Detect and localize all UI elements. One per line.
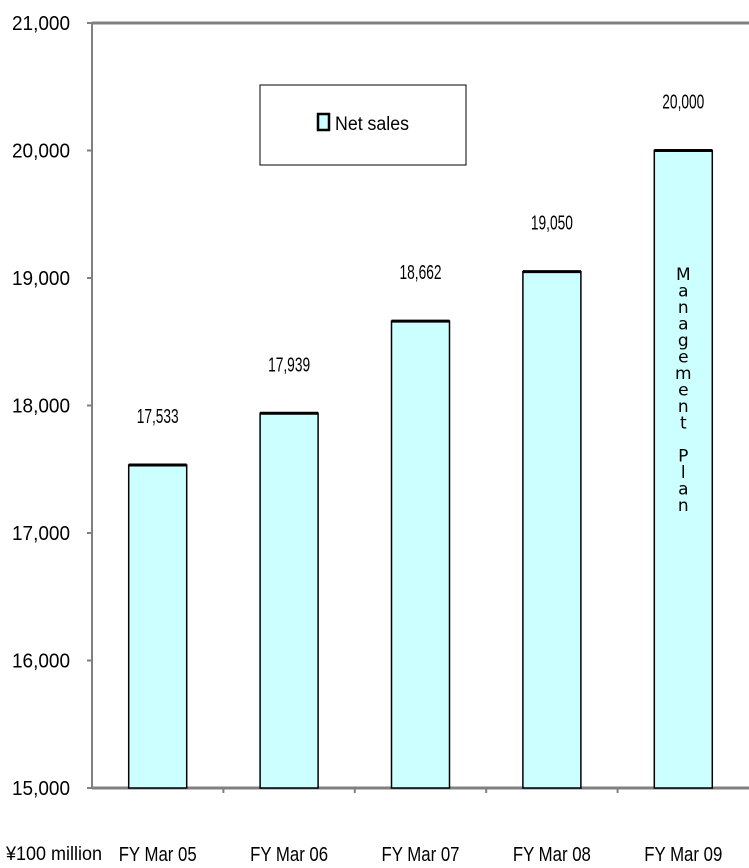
annotation-char: e [678, 348, 688, 368]
bar-fy-mar-06 [259, 412, 319, 789]
y-tick-label: 16,000 [12, 651, 70, 673]
y-tick-label: 15,000 [12, 778, 70, 800]
x-tick-label: FY Mar 07 [382, 844, 460, 866]
data-label: 19,050 [531, 213, 573, 235]
annotation-char: m [675, 364, 692, 384]
data-label: 18,662 [400, 262, 442, 284]
annotation-char: l [681, 463, 686, 483]
x-axis-ticks: FY Mar 05 FY Mar 06 FY Mar 07 FY Mar 08 FY M… [119, 788, 722, 866]
legend-box [259, 84, 467, 166]
y-tick-label: 19,000 [12, 268, 70, 290]
data-labels: 17,533 17,939 18,662 19,050 20,000 [137, 92, 705, 429]
y-tick-label: 17,000 [12, 523, 70, 545]
annotation-char: n [678, 397, 689, 417]
x-tick-label: FY Mar 08 [513, 844, 591, 866]
annotation-char: M [676, 265, 691, 285]
annotation-char: e [678, 381, 688, 401]
x-tick-label: FY Mar 05 [119, 844, 197, 866]
x-tick-label: FY Mar 06 [250, 844, 328, 866]
legend-swatch-net-sales [316, 112, 331, 132]
y-axis-unit-label: ¥100 million [5, 844, 102, 865]
y-tick-label: 20,000 [12, 141, 70, 163]
bar-fy-mar-09 [653, 149, 714, 789]
bar-series-net-sales [127, 149, 714, 789]
x-tick-label: FY Mar 09 [644, 844, 722, 866]
annotation-char: a [678, 480, 688, 500]
annotation-char: a [678, 315, 688, 335]
data-label: 17,533 [137, 406, 179, 428]
annotation-char: g [678, 331, 689, 351]
data-label: 17,939 [268, 354, 310, 376]
legend-label-net-sales: Net sales [335, 114, 409, 135]
legend: Net sales [259, 84, 467, 166]
annotation-char: P [678, 447, 688, 467]
plot-area: 15,000 16,000 17,000 18,000 19,000 20,000 21,0… [12, 13, 749, 866]
annotation-char: n [678, 496, 689, 516]
y-tick-label: 21,000 [12, 13, 70, 35]
annotation-char: a [678, 282, 688, 302]
y-tick-label: 18,000 [12, 396, 70, 418]
bar-fy-mar-08 [522, 270, 582, 789]
data-label: 20,000 [662, 92, 704, 114]
bar-fy-mar-05 [127, 464, 188, 789]
annotation-char: n [678, 298, 689, 318]
annotation-char: t [680, 414, 687, 434]
y-axis-ticks: 15,000 16,000 17,000 18,000 19,000 20,000 21,0… [12, 13, 92, 800]
bar-fy-mar-07 [390, 320, 451, 789]
